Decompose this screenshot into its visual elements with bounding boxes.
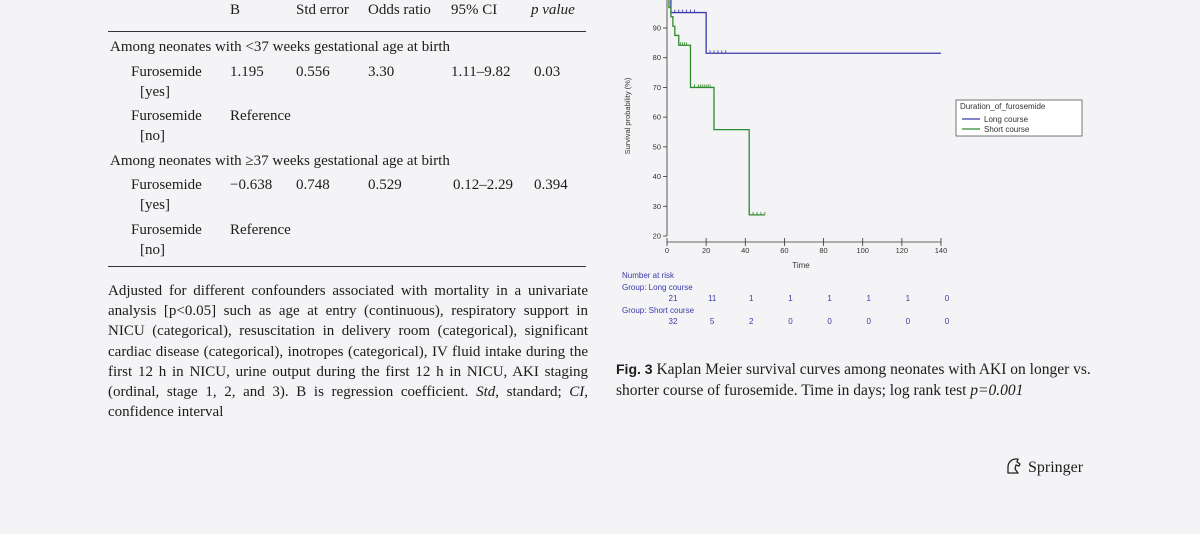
risk-long-value: 1 [906,294,911,303]
x-tick-label: 60 [780,246,788,255]
y-tick-label: 50 [653,142,661,151]
table-footnote: Adjusted for different confounders assoc… [108,281,588,422]
cell-std-error: 0.748 [296,177,330,193]
cell-reference: Reference [230,108,291,124]
risk-long-value: 1 [749,294,754,303]
risk-long-value: 11 [708,294,717,303]
y-tick-label: 40 [653,172,661,181]
table-header-rule [108,31,586,32]
y-tick-label: 80 [653,53,661,62]
risk-short-value: 0 [827,317,832,326]
y-tick-label: 60 [653,113,661,122]
row-sublabel: [no] [140,128,165,144]
group2-title: Among neonates with ≥37 weeks gestationa… [110,153,450,169]
cell-odds-ratio: 3.30 [368,64,395,80]
series-line-short-course [668,0,765,216]
cell-p-value: 0.03 [534,64,561,80]
risk-short-value: 0 [866,317,871,326]
cell-odds-ratio: 0.529 [368,177,402,193]
x-tick-label: 120 [896,246,909,255]
cell-reference: Reference [230,222,291,238]
cell-b: −0.638 [230,177,273,193]
footnote-std-abbr: Std [476,384,496,401]
risk-long-label: Group: Long course [622,283,693,292]
legend-entry-short: Short course [984,125,1030,134]
col-header-odds-ratio: Odds ratio [368,2,431,18]
publisher-logo: Springer [1004,456,1083,477]
risk-long-value: 0 [945,294,950,303]
legend-box [955,99,1083,137]
risk-long-value: 21 [669,294,678,303]
risk-short-value: 32 [669,317,678,326]
risk-short-value: 0 [906,317,911,326]
risk-short-values: 32 5 2 0 0 0 0 0 [669,317,950,326]
row-label: Furosemide [131,108,202,124]
risk-long-value: 1 [788,294,793,303]
x-tick-label: 100 [856,246,869,255]
y-tick-label: 20 [653,232,661,241]
series-line-long-course [670,0,941,54]
chart-axes: 20 30 40 50 60 70 80 90 0 20 40 60 80 100 120 140 [653,0,948,255]
col-header-95-ci: 95% CI [451,2,498,18]
cell-95-ci: 0.12–2.29 [453,177,513,193]
risk-long-value: 1 [866,294,871,303]
cell-p-value: 0.394 [534,177,568,193]
figure-caption: Fig. 3 Kaplan Meier survival curves amon… [616,359,1094,401]
springer-horse-icon [1007,458,1021,474]
risk-short-label: Group: Short course [622,306,695,315]
x-axis-label: Time [792,261,810,270]
footnote-ci-abbr: CI [569,384,585,401]
y-tick-label: 90 [653,24,661,33]
legend-title: Duration_of_furosemide [960,102,1046,111]
col-header-p-value: p value [531,2,575,18]
legend: Duration_of_furosemide Long course Short… [955,99,1083,137]
x-tick-label: 80 [819,246,827,255]
risk-short-value: 5 [710,317,715,326]
row-label: Furosemide [131,222,202,238]
footnote-std-def: , standard; [495,384,562,401]
x-tick-label: 20 [702,246,710,255]
cell-std-error: 0.556 [296,64,330,80]
risk-table: Number at risk Group: Long course Group:… [622,271,950,326]
risk-long-values: 21 11 1 1 1 1 1 0 [669,294,950,303]
risk-table-title: Number at risk [622,271,675,280]
x-tick-label: 0 [665,246,669,255]
footnote-ci-def: , confidence interval [108,384,589,421]
risk-short-value: 0 [788,317,793,326]
row-label: Furosemide [131,64,202,80]
table-bottom-rule [108,266,586,267]
row-sublabel: [no] [140,242,165,258]
col-header-b: B [230,2,241,18]
row-sublabel: [yes] [140,197,170,213]
col-header-std-error: Std error [296,2,349,18]
row-label: Furosemide [131,177,202,193]
risk-long-value: 1 [827,294,832,303]
cell-b: 1.195 [230,64,264,80]
chart-series [668,0,941,216]
group1-title: Among neonates with <37 weeks gestationa… [110,39,451,55]
x-tick-label: 140 [935,246,948,255]
x-tick-label: 40 [741,246,749,255]
y-tick-label: 70 [653,83,661,92]
cell-95-ci: 1.11–9.82 [451,64,511,80]
footnote-text: Adjusted for different confounders assoc… [108,283,588,401]
legend-entry-long: Long course [984,115,1029,124]
publisher-name: Springer [1028,459,1084,476]
caption-p-value: p=0.001 [970,381,1024,399]
risk-short-value: 2 [749,317,754,326]
y-axis-label: Survival probability (%) [623,77,632,154]
caption-text: Kaplan Meier survival curves among neona… [616,361,1091,399]
y-tick-label: 30 [653,202,661,211]
risk-short-value: 0 [945,317,950,326]
row-sublabel: [yes] [140,84,170,100]
figure-label: Fig. 3 [616,361,653,377]
